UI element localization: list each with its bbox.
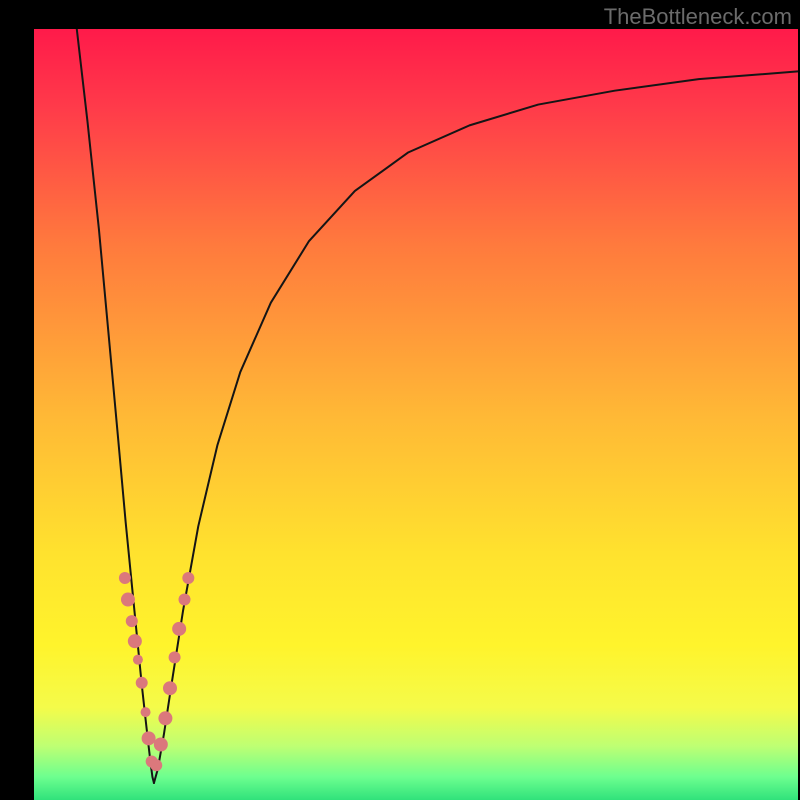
chart-svg [34,29,798,800]
marker-dot [150,759,162,771]
gradient-background [34,29,798,800]
marker-dot [172,622,186,636]
marker-dot [119,572,131,584]
marker-dot [133,655,143,665]
chart-container: TheBottleneck.com [0,0,800,800]
marker-dot [169,651,181,663]
plot-area [34,29,798,800]
marker-dot [126,615,138,627]
marker-dot [136,677,148,689]
marker-dot [182,572,194,584]
marker-dot [163,681,177,695]
marker-dot [142,731,156,745]
marker-dot [154,737,168,751]
marker-dot [121,593,135,607]
marker-dot [158,711,172,725]
watermark-label: TheBottleneck.com [604,4,792,30]
marker-dot [128,634,142,648]
marker-dot [179,594,191,606]
marker-dot [141,707,151,717]
